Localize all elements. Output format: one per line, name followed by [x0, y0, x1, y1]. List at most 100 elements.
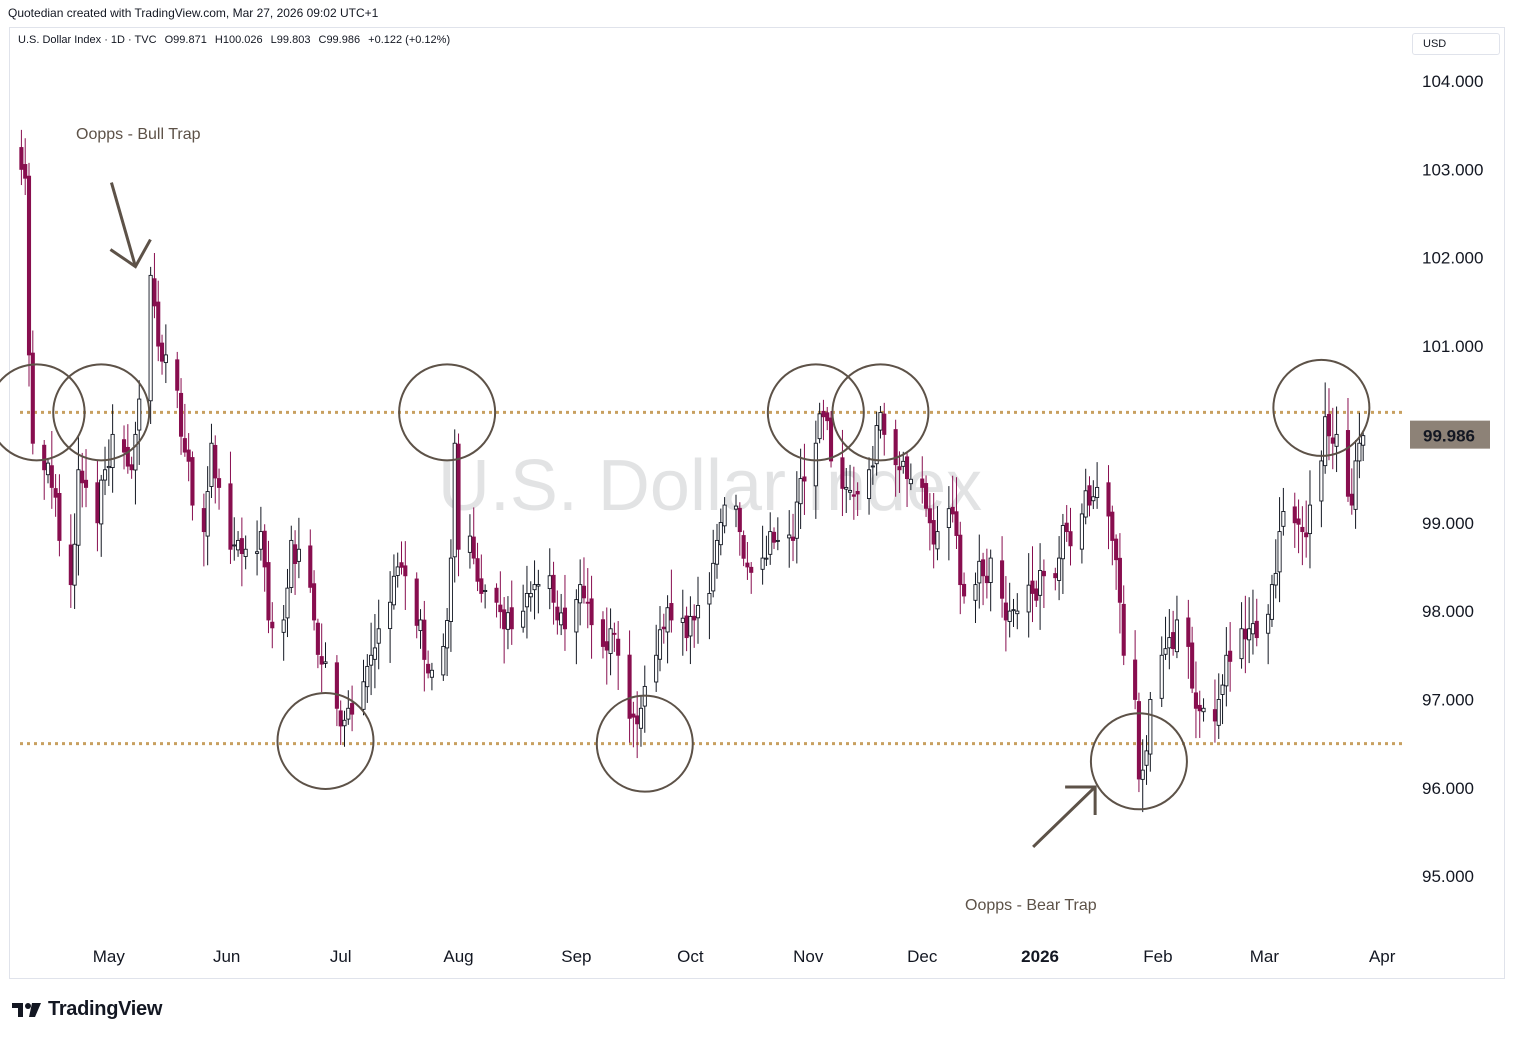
candle-body[interactable]	[391, 575, 396, 606]
candle-body[interactable]	[1144, 750, 1149, 766]
candle-body[interactable]	[532, 584, 537, 591]
candle-body[interactable]	[555, 606, 560, 621]
candle-body[interactable]	[692, 615, 697, 621]
candle-body[interactable]	[1201, 707, 1206, 713]
candle-body[interactable]	[1007, 610, 1012, 622]
candle-body[interactable]	[1110, 511, 1115, 541]
candle-body[interactable]	[1117, 557, 1122, 603]
candle-body[interactable]	[475, 558, 480, 582]
candle-body[interactable]	[228, 483, 233, 550]
candle-body[interactable]	[239, 538, 244, 555]
candle-body[interactable]	[308, 545, 313, 588]
candle-body[interactable]	[562, 607, 568, 630]
candle-body[interactable]	[616, 638, 621, 656]
candle-body[interactable]	[722, 504, 727, 527]
candle-body[interactable]	[323, 661, 328, 664]
candle-body[interactable]	[771, 531, 777, 543]
candle-body[interactable]	[1034, 588, 1039, 601]
candle-body[interactable]	[688, 615, 693, 637]
candle-body[interactable]	[589, 598, 594, 626]
candle-body[interactable]	[855, 491, 860, 495]
candle-body[interactable]	[817, 413, 822, 440]
candle-body[interactable]	[524, 592, 529, 608]
candle-body[interactable]	[1041, 570, 1046, 577]
candle-body[interactable]	[1136, 701, 1141, 780]
candle-body[interactable]	[365, 665, 370, 688]
candle-body[interactable]	[821, 410, 826, 418]
candle-body[interactable]	[236, 539, 241, 551]
candle-body[interactable]	[825, 412, 830, 422]
candle-body[interactable]	[627, 654, 632, 719]
candle-body[interactable]	[1026, 584, 1031, 613]
candle-body[interactable]	[1361, 435, 1366, 446]
candle-body[interactable]	[395, 566, 400, 576]
candle-body[interactable]	[1349, 493, 1354, 506]
candle-body[interactable]	[714, 539, 720, 565]
candle-body[interactable]	[1353, 460, 1358, 510]
candle-body[interactable]	[935, 531, 940, 550]
candle-body[interactable]	[110, 433, 115, 468]
candle-body[interactable]	[1326, 413, 1332, 437]
candle-body[interactable]	[695, 605, 701, 619]
candle-body[interactable]	[574, 599, 579, 633]
candle-body[interactable]	[665, 607, 670, 633]
candle-body[interactable]	[908, 478, 913, 485]
candle-body[interactable]	[764, 557, 769, 560]
candle-body[interactable]	[319, 656, 324, 665]
candle-body[interactable]	[521, 610, 526, 628]
candle-body[interactable]	[635, 715, 640, 725]
candle-body[interactable]	[946, 508, 951, 529]
candle-body[interactable]	[338, 710, 343, 727]
candle-body[interactable]	[315, 622, 320, 655]
candle-body[interactable]	[897, 466, 902, 471]
candle-body[interactable]	[954, 511, 959, 536]
candle-body[interactable]	[399, 562, 404, 568]
candle-body[interactable]	[1106, 482, 1111, 517]
candle-body[interactable]	[388, 601, 393, 630]
candle-body[interactable]	[840, 457, 845, 489]
candle-body[interactable]	[289, 539, 294, 588]
candle-body[interactable]	[988, 557, 993, 583]
candle-body[interactable]	[429, 669, 434, 678]
candle-body[interactable]	[1060, 525, 1065, 560]
candle-body[interactable]	[608, 628, 613, 654]
candle-body[interactable]	[1121, 603, 1126, 656]
candle-body[interactable]	[1250, 623, 1256, 635]
candle-body[interactable]	[483, 589, 488, 592]
candle-body[interactable]	[448, 557, 453, 622]
candle-body[interactable]	[68, 544, 73, 586]
candle-body[interactable]	[612, 632, 617, 635]
candle-body[interactable]	[201, 508, 206, 533]
candle-body[interactable]	[213, 444, 218, 479]
candle-body[interactable]	[638, 707, 644, 729]
candle-body[interactable]	[1269, 584, 1275, 620]
candle-body[interactable]	[1003, 602, 1008, 621]
candle-body[interactable]	[190, 457, 195, 506]
candle-body[interactable]	[133, 433, 138, 471]
candle-body[interactable]	[927, 508, 932, 524]
candle-body[interactable]	[376, 628, 381, 644]
candle-body[interactable]	[102, 469, 108, 481]
candle-body[interactable]	[1247, 628, 1252, 641]
candle-body[interactable]	[1064, 522, 1069, 533]
candle-body[interactable]	[1190, 642, 1195, 689]
candle-body[interactable]	[129, 464, 134, 471]
candle-body[interactable]	[418, 619, 423, 632]
candle-body[interactable]	[175, 359, 180, 391]
candle-body[interactable]	[1011, 609, 1016, 612]
candle-body[interactable]	[372, 647, 377, 660]
candle-body[interactable]	[962, 583, 967, 597]
candle-body[interactable]	[163, 354, 168, 364]
candle-body[interactable]	[1228, 650, 1233, 662]
candle-body[interactable]	[53, 488, 58, 498]
candle-body[interactable]	[30, 352, 35, 444]
candle-body[interactable]	[924, 483, 929, 509]
candle-body[interactable]	[346, 707, 351, 720]
candle-body[interactable]	[981, 559, 986, 577]
candle-body[interactable]	[760, 557, 765, 570]
candle-body[interactable]	[80, 470, 85, 484]
candle-body[interactable]	[1323, 416, 1328, 467]
candle-body[interactable]	[1140, 769, 1145, 780]
candle-body[interactable]	[494, 587, 499, 603]
candle-body[interactable]	[802, 476, 807, 482]
